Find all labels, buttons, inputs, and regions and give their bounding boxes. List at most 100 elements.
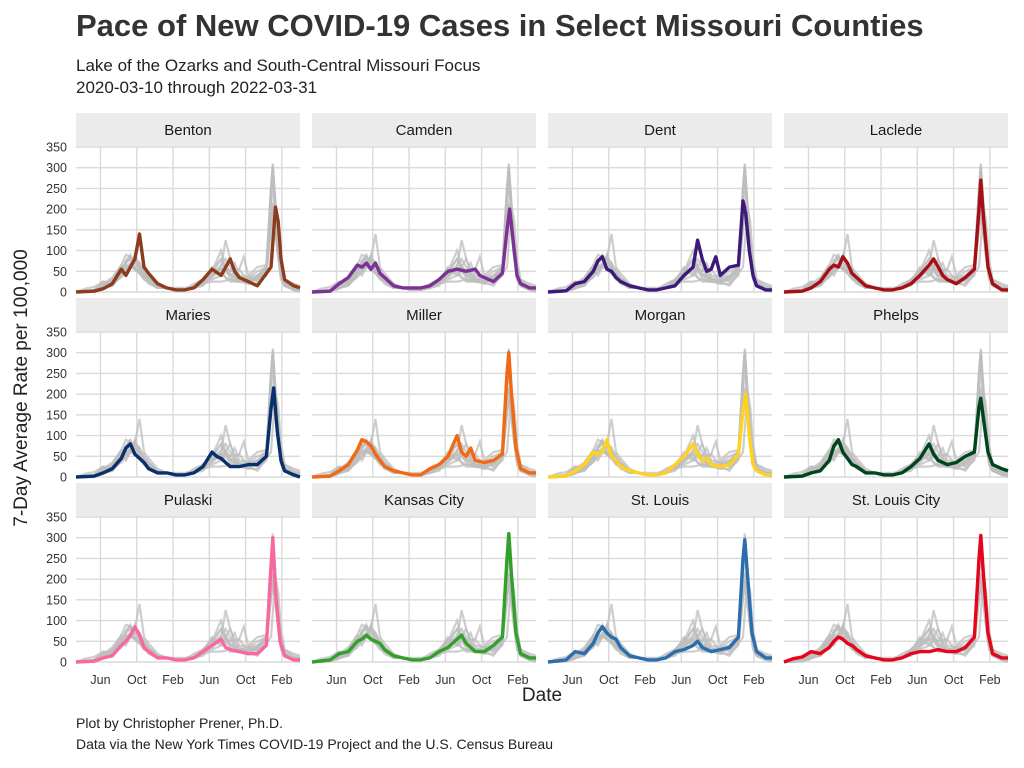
- y-tick-label-100: 100: [46, 614, 67, 628]
- panel-st-louis: St. Louis Jun Oct Feb Jun Oct Feb: [547, 483, 773, 687]
- strip-morgan: [548, 298, 772, 331]
- strip-label-miller: Miller: [406, 307, 442, 324]
- y-tick-label-300: 300: [46, 346, 67, 360]
- y-tick-label-0: 0: [60, 471, 67, 485]
- y-tick-label-250: 250: [46, 182, 67, 196]
- x-tick-label-2: Feb: [634, 673, 656, 687]
- x-tick-label-5: Feb: [979, 673, 1001, 687]
- caption-author: Plot by Christopher Prener, Ph.D.: [76, 715, 283, 731]
- y-tick-label-50: 50: [53, 635, 67, 649]
- panel-miller: Miller: [311, 298, 537, 479]
- x-tick-label-1: Oct: [835, 673, 855, 687]
- strip-camden: [312, 113, 536, 146]
- strip-dent: [548, 113, 772, 146]
- y-tick-label-350: 350: [46, 511, 67, 525]
- series-line-laclede: [783, 178, 1008, 294]
- x-axis-label: Date: [521, 685, 563, 706]
- strip-label-camden: Camden: [396, 122, 453, 139]
- series-line-miller: [311, 351, 536, 479]
- strip-label-st-louis-city: St. Louis City: [852, 492, 941, 509]
- x-tick-label-0: Jun: [562, 673, 582, 687]
- panel-phelps: Phelps: [783, 298, 1009, 479]
- strip-label-st-louis: St. Louis: [631, 492, 689, 509]
- series-line-kansas-city: [311, 531, 536, 664]
- y-tick-label-300: 300: [46, 531, 67, 545]
- x-tick-label-2: Feb: [162, 673, 184, 687]
- y-tick-label-350: 350: [46, 141, 67, 155]
- strip-st-louis: [548, 483, 772, 516]
- strip-pulaski: [76, 483, 300, 516]
- background-line-st-louis-city: [311, 165, 536, 294]
- y-tick-label-150: 150: [46, 223, 67, 237]
- x-tick-label-3: Jun: [907, 673, 927, 687]
- x-tick-label-0: Jun: [90, 673, 110, 687]
- panel-kansas-city: Kansas City Jun Oct Feb Jun Oct Feb: [311, 483, 537, 687]
- strip-label-kansas-city: Kansas City: [384, 492, 465, 509]
- series-line-st-louis-city: [783, 533, 1008, 664]
- y-tick-label-50: 50: [53, 450, 67, 464]
- y-tick-label-350: 350: [46, 326, 67, 340]
- x-tick-label-5: Feb: [507, 673, 529, 687]
- series-line-maries: [75, 386, 301, 479]
- x-tick-label-1: Oct: [599, 673, 619, 687]
- strip-label-maries: Maries: [165, 307, 210, 324]
- y-tick-label-200: 200: [46, 203, 67, 217]
- x-tick-label-1: Oct: [363, 673, 383, 687]
- series-line-st-louis: [547, 538, 772, 664]
- panel-laclede: Laclede: [783, 113, 1009, 294]
- y-tick-label-150: 150: [46, 408, 67, 422]
- y-tick-label-250: 250: [46, 367, 67, 381]
- strip-benton: [76, 113, 300, 146]
- strip-phelps: [784, 298, 1008, 331]
- y-tick-label-50: 50: [53, 265, 67, 279]
- strip-label-pulaski: Pulaski: [164, 492, 212, 509]
- x-tick-label-4: Oct: [236, 673, 256, 687]
- y-tick-label-200: 200: [46, 573, 67, 587]
- y-tick-label-250: 250: [46, 552, 67, 566]
- y-tick-label-300: 300: [46, 161, 67, 175]
- y-tick-label-0: 0: [60, 656, 67, 670]
- strip-label-phelps: Phelps: [873, 307, 919, 324]
- series-line-camden: [311, 207, 536, 294]
- strip-label-dent: Dent: [644, 122, 677, 139]
- chart-subtitle-focus: Lake of the Ozarks and South-Central Mis…: [76, 56, 481, 75]
- x-tick-label-4: Oct: [472, 673, 492, 687]
- x-tick-label-2: Feb: [398, 673, 420, 687]
- series-line-morgan: [547, 392, 772, 479]
- strip-label-laclede: Laclede: [870, 122, 923, 139]
- panel-st-louis-city: St. Louis City Jun Oct Feb Jun Oct Feb: [783, 483, 1009, 687]
- strip-st-louis-city: [784, 483, 1008, 516]
- series-line-dent: [547, 199, 772, 294]
- series-line-phelps: [783, 396, 1009, 479]
- strip-miller: [312, 298, 536, 331]
- y-tick-label-150: 150: [46, 593, 67, 607]
- panel-dent: Dent: [547, 113, 773, 294]
- panel-pulaski: Pulaski 0 50 100 150 200 250 300 350 Jun Oct Feb Jun…: [46, 483, 301, 687]
- panel-maries: Maries 0 50 100 150 200 250 300 350: [46, 298, 301, 485]
- x-tick-label-4: Oct: [708, 673, 728, 687]
- chart-subtitle-date-range: 2020-03-10 through 2022-03-31: [76, 78, 318, 97]
- panel-morgan: Morgan: [547, 298, 773, 479]
- x-tick-label-5: Feb: [743, 673, 765, 687]
- x-tick-label-3: Jun: [199, 673, 219, 687]
- y-tick-label-100: 100: [46, 244, 67, 258]
- strip-maries: [76, 298, 300, 331]
- chart-title: Pace of New COVID-19 Cases in Select Mis…: [76, 8, 924, 43]
- x-tick-label-2: Feb: [870, 673, 892, 687]
- strip-laclede: [784, 113, 1008, 146]
- strip-label-morgan: Morgan: [635, 307, 686, 324]
- strip-kansas-city: [312, 483, 536, 516]
- strip-label-benton: Benton: [164, 122, 212, 139]
- y-axis-label: 7-Day Average Rate per 100,000: [11, 249, 32, 527]
- x-tick-label-0: Jun: [326, 673, 346, 687]
- y-tick-label-200: 200: [46, 388, 67, 402]
- series-line-pulaski: [75, 536, 300, 664]
- y-tick-label-0: 0: [60, 286, 67, 300]
- panel-camden: Camden: [311, 113, 537, 294]
- panel-benton: Benton 0 50 100 150 200 250 300 350: [46, 113, 301, 300]
- x-tick-label-0: Jun: [798, 673, 818, 687]
- x-tick-label-4: Oct: [944, 673, 964, 687]
- x-tick-label-5: Feb: [271, 673, 293, 687]
- x-tick-label-1: Oct: [127, 673, 147, 687]
